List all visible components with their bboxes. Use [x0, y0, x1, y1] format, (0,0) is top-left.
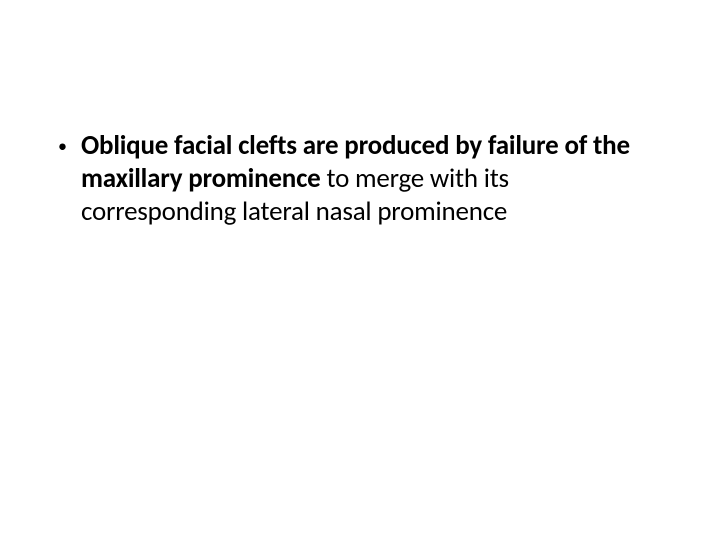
bullet-marker-icon: •: [58, 136, 67, 158]
bullet-item: • Oblique facial clefts are produced by …: [58, 130, 660, 229]
slide: • Oblique facial clefts are produced by …: [0, 0, 720, 540]
bullet-text: Oblique facial clefts are produced by fa…: [81, 130, 660, 229]
bullet-list: • Oblique facial clefts are produced by …: [58, 130, 660, 229]
